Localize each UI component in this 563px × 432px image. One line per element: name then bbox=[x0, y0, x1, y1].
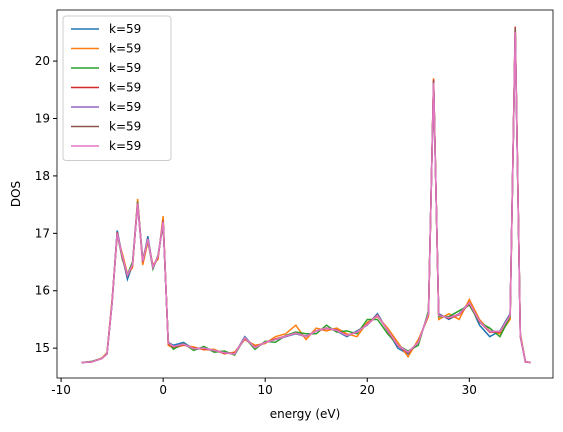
x-axis-label: energy (eV) bbox=[270, 407, 341, 421]
x-tick-label: 0 bbox=[159, 383, 167, 397]
legend-label: k=59 bbox=[109, 120, 141, 134]
y-tick-label: 15 bbox=[35, 341, 50, 355]
x-tick-label: 20 bbox=[360, 383, 375, 397]
y-tick-label: 18 bbox=[35, 169, 50, 183]
x-tick-label: -10 bbox=[51, 383, 71, 397]
y-tick-label: 20 bbox=[35, 54, 50, 68]
y-axis-label: DOS bbox=[9, 181, 23, 207]
legend-label: k=59 bbox=[109, 139, 141, 153]
y-tick-label: 16 bbox=[35, 284, 50, 298]
legend-label: k=59 bbox=[109, 22, 141, 36]
x-tick-label: 30 bbox=[462, 383, 477, 397]
series-line bbox=[81, 32, 531, 364]
legend: k=59 k=59 k=59 k=59 k=59 k=59 k=59 bbox=[62, 15, 172, 161]
y-tick-label: 17 bbox=[35, 226, 50, 240]
y-tick-label: 19 bbox=[35, 112, 50, 126]
legend-box bbox=[62, 15, 172, 161]
plot-frame bbox=[56, 9, 554, 379]
legend-label: k=59 bbox=[109, 42, 141, 56]
legend-label: k=59 bbox=[109, 61, 141, 75]
legend-label: k=59 bbox=[109, 81, 141, 95]
x-tick-label: 10 bbox=[258, 383, 273, 397]
legend-label: k=59 bbox=[109, 100, 141, 114]
series-line bbox=[81, 29, 531, 364]
